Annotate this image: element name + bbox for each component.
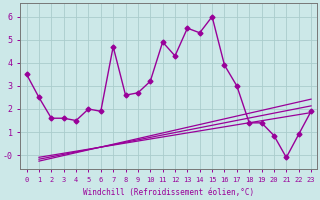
X-axis label: Windchill (Refroidissement éolien,°C): Windchill (Refroidissement éolien,°C) xyxy=(83,188,254,197)
